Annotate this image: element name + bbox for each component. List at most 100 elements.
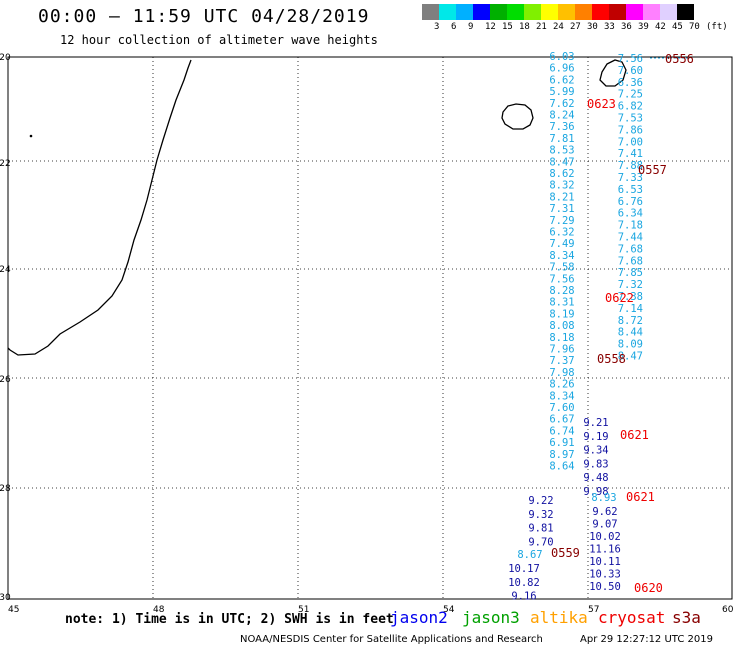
wave-height-value: 10.11 [589, 556, 621, 568]
wave-height-tracks: 6.036.966.625.997.628.247.367.818.538.47… [508, 51, 694, 603]
legend-label: 18 [519, 22, 530, 32]
wave-height-value: 10.50 [589, 581, 621, 593]
legend-swatch [643, 4, 660, 20]
lon-tick-label: 48 [153, 605, 165, 615]
map-title: 00:00 – 11:59 UTC 04/28/2019 [38, 6, 370, 27]
wave-height-value: 9.81 [528, 523, 553, 535]
wave-height-value: 8.31 [549, 297, 574, 309]
wave-height-value: 9.48 [583, 472, 608, 484]
wave-height-value: 7.60 [618, 65, 643, 77]
wave-height-value: 8.44 [618, 327, 643, 339]
legend-swatch [473, 4, 490, 20]
legend-swatch [575, 4, 592, 20]
legend-label: 27 [570, 22, 581, 32]
wave-height-value: 7.25 [618, 89, 643, 101]
lon-tick-label: 51 [298, 605, 309, 615]
legend-swatch [592, 4, 609, 20]
wave-height-value: 9.19 [583, 431, 608, 443]
legend-swatch [524, 4, 541, 20]
legend-label: 6 [451, 22, 457, 32]
wave-height-value: 7.96 [549, 344, 574, 356]
wave-height-value: 7.85 [618, 267, 643, 279]
wave-height-value: 7.53 [618, 113, 643, 125]
wave-height-value: 9.98 [583, 486, 608, 498]
orbit-time-label: 0559 [551, 546, 580, 560]
satellite-jason2: jason2 [390, 608, 448, 627]
wave-height-value: 8.34 [549, 250, 574, 262]
lat-tick-label: -30 [0, 593, 11, 603]
wave-height-value: 8.62 [549, 168, 574, 180]
wave-height-value: 8.53 [549, 145, 574, 157]
lat-tick-label: -24 [0, 265, 11, 275]
wave-height-value: 8.32 [549, 180, 574, 192]
legend-label: 3 [434, 22, 440, 32]
legend-label: 36 [621, 22, 632, 32]
wave-height-value: 7.56 [549, 273, 574, 285]
wave-height-value: 5.99 [549, 86, 574, 98]
legend-label: 33 [604, 22, 615, 32]
wave-height-value: 6.82 [618, 101, 643, 113]
legend-label: 24 [553, 22, 564, 32]
color-scale-labels: 3 6 9 12 15 18 21 24 27 30 33 36 39 42 45 70 (ft) [422, 22, 740, 34]
axis-ticks: 45 48 51 54 57 60 -20 -22 -24 -26 -28 -30 [0, 53, 734, 615]
legend-label: (ft) [706, 22, 728, 32]
legend-swatch [490, 4, 507, 20]
legend-swatch [660, 4, 677, 20]
wave-height-value: 9.22 [528, 495, 553, 507]
legend-swatch [626, 4, 643, 20]
wave-height-value: 6.62 [549, 74, 574, 86]
wave-height-value: 8.72 [618, 315, 643, 327]
orbit-time-label: 0620 [634, 581, 663, 595]
wave-height-value: 11.16 [589, 544, 621, 556]
legend-label: 39 [638, 22, 649, 32]
wave-height-value: 6.34 [618, 208, 643, 220]
wave-height-value: 6.76 [618, 196, 643, 208]
wave-height-value: 8.93 [591, 492, 616, 504]
legend-label: 21 [536, 22, 547, 32]
legend-swatch [609, 4, 626, 20]
lat-tick-label: -22 [0, 159, 11, 169]
small-islet [29, 134, 33, 138]
wave-height-value: 9.16 [511, 591, 536, 603]
wave-height-value: 8.21 [549, 191, 574, 203]
legend-label: 9 [468, 22, 474, 32]
lon-tick-label: 54 [443, 605, 455, 615]
wave-height-value: 7.49 [549, 238, 574, 250]
wave-height-value: 7.60 [549, 402, 574, 414]
mauritius-island [599, 59, 627, 87]
orbit-time-label: 0556 [665, 52, 694, 66]
wave-height-value: 7.29 [549, 215, 574, 227]
wave-height-value: 10.82 [508, 577, 540, 589]
wave-height-value: 8.08 [549, 320, 574, 332]
wave-height-value: 9.34 [583, 445, 608, 457]
reunion-island [501, 103, 534, 130]
color-scale-legend [422, 4, 694, 20]
lon-tick-label: 57 [588, 605, 599, 615]
wave-height-value: 8.26 [549, 379, 574, 391]
wave-height-value: 10.33 [589, 569, 621, 581]
lat-tick-label: -26 [0, 375, 11, 385]
wave-height-value: 9.70 [528, 536, 553, 548]
wave-height-value: 7.41 [618, 148, 643, 160]
wave-height-value: 8.34 [549, 390, 574, 402]
lon-tick-label: 45 [8, 605, 19, 615]
wave-height-value: 8.28 [549, 285, 574, 297]
wave-height-value: 6.32 [549, 227, 574, 239]
map-subtitle: 12 hour collection of altimeter wave hei… [60, 33, 378, 47]
legend-swatch [439, 4, 456, 20]
satellite-cryosat: cryosat [598, 608, 666, 627]
wave-height-value: 9.62 [592, 506, 617, 518]
madagascar-coastline [7, 59, 192, 356]
legend-label: 45 [672, 22, 683, 32]
legend-swatch [422, 4, 439, 20]
lat-tick-label: -20 [0, 53, 11, 63]
wave-height-value: 7.62 [549, 98, 574, 110]
wave-height-value: 7.88 [618, 160, 643, 172]
wave-height-value: 6.53 [618, 184, 643, 196]
wave-height-value: 7.58 [549, 262, 574, 274]
wave-height-value: 7.38 [618, 291, 643, 303]
legend-label: 12 [485, 22, 496, 32]
wave-height-value: 6.03 [549, 51, 574, 63]
legend-swatch [677, 4, 694, 20]
wave-height-value: 8.47 [549, 156, 574, 168]
